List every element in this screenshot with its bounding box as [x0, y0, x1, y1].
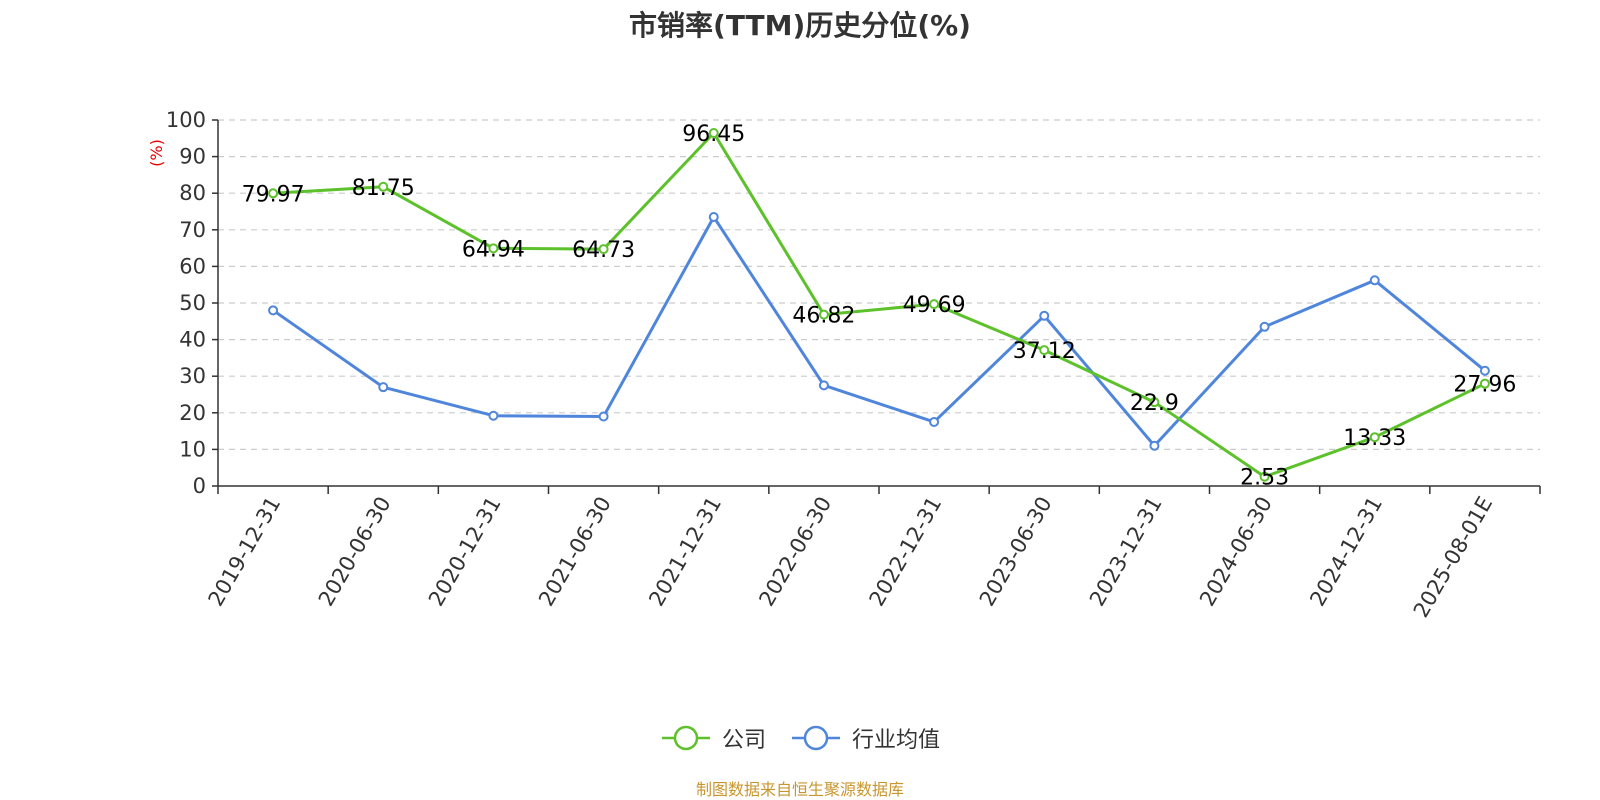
data-point: [488, 243, 499, 254]
x-tick-label: 2023-06-30: [975, 493, 1057, 611]
data-label: 37.12: [1013, 339, 1076, 364]
data-label: 49.69: [903, 293, 966, 318]
data-label: 2.53: [1240, 466, 1289, 491]
data-point: [929, 299, 940, 310]
x-tick-label: 2021-12-31: [644, 493, 726, 611]
legend-circle: [803, 725, 829, 751]
x-tick-label: 2021-06-30: [534, 493, 616, 611]
legend: 公司 行业均值: [0, 722, 1600, 754]
data-point: [708, 211, 719, 222]
data-point: [1149, 440, 1160, 451]
data-label: 81.75: [352, 176, 415, 201]
data-point: [1259, 321, 1270, 332]
data-label: 64.94: [462, 237, 525, 262]
legend-label: 行业均值: [852, 728, 941, 753]
series-layer: [268, 127, 1490, 482]
x-tick-label: 2020-12-31: [424, 493, 506, 611]
data-point: [1149, 397, 1160, 408]
legend-item[interactable]: 公司: [660, 722, 766, 754]
y-tick-label: 20: [179, 401, 206, 425]
y-axis-label: (%): [147, 139, 166, 167]
y-tick-label: 50: [179, 291, 206, 315]
data-point: [378, 181, 389, 192]
legend-marker: [792, 725, 840, 751]
data-point: [818, 309, 829, 320]
data-point: [929, 416, 940, 427]
data-point: [1369, 275, 1380, 286]
y-tick-label: 90: [179, 145, 206, 169]
y-tick-label: 80: [179, 181, 206, 205]
series-line-0: [272, 131, 1486, 479]
data-point: [1479, 378, 1490, 389]
series-line-1: [272, 215, 1486, 448]
data-label: 46.82: [792, 304, 855, 329]
data-point: [598, 411, 609, 422]
legend-label: 公司: [721, 728, 766, 753]
x-tick-label: 2020-06-30: [314, 493, 396, 611]
data-point: [1039, 310, 1050, 321]
y-tick-label: 100: [166, 108, 206, 132]
y-tick-label: 60: [179, 254, 206, 278]
x-tick-label: 2025-08-01E: [1409, 493, 1497, 622]
chart-title: 市销率(TTM)历史分位(%): [629, 9, 971, 42]
y-tick-label: 40: [179, 328, 206, 352]
legend-marker: [661, 725, 710, 751]
x-tick-label: 2024-12-31: [1305, 493, 1387, 611]
y-tick-label: 70: [179, 218, 206, 242]
legend-item[interactable]: 行业均值: [790, 722, 940, 754]
data-point: [378, 382, 389, 393]
source-note: 制图数据来自恒生聚源数据库: [695, 780, 904, 799]
data-point: [598, 244, 609, 255]
data-point: [818, 380, 829, 391]
data-point: [268, 305, 279, 316]
data-point: [1259, 471, 1270, 482]
y-tick-label: 0: [193, 474, 206, 498]
data-point: [488, 410, 499, 421]
data-label: 13.33: [1343, 426, 1406, 451]
x-tick-label: 2022-06-30: [754, 493, 836, 611]
x-tick-label: 2023-12-31: [1085, 493, 1167, 611]
data-point: [1369, 432, 1380, 443]
x-tick-label: 2022-12-31: [865, 493, 947, 611]
data-label: 22.9: [1130, 391, 1179, 416]
x-tick-label: 2019-12-31: [204, 493, 286, 611]
data-point: [1479, 365, 1490, 376]
data-point: [708, 127, 719, 138]
data-label: 96.45: [682, 122, 745, 147]
data-label-layer: 79.97 81.75 64.94 64.73 96.45 46.82 49.69 37.12…: [242, 122, 1517, 491]
data-label: 64.73: [572, 238, 635, 263]
legend-circle: [673, 725, 699, 751]
y-tick-label: 30: [179, 364, 206, 388]
grid-layer: [218, 119, 1540, 450]
y-tick-label: 10: [179, 437, 206, 461]
data-point: [1039, 345, 1050, 356]
data-label: 27.96: [1453, 373, 1516, 398]
x-tick-label: 2024-06-30: [1195, 493, 1277, 611]
data-point: [268, 188, 279, 199]
data-label: 79.97: [242, 182, 305, 207]
